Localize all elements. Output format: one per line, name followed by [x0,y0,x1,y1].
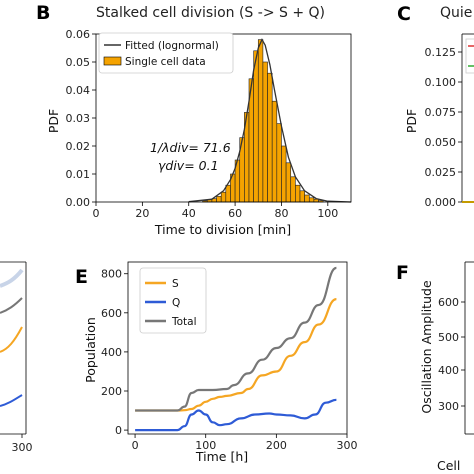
panel-letter-b: B [36,2,50,24]
panel-f-y-tick-label: 300 [438,400,459,413]
panel-e-y-ticks: 0 200 400 600 800 [101,268,128,437]
panel-e-lines [135,266,337,432]
panel-e: E 0 100 200 300 0 200 400 600 800 Time [h] Popu… [75,261,358,464]
panel-e-x-ticks: 0 100 200 300 [132,434,358,452]
panel-e-y-tick-label: 400 [101,346,122,359]
panel-c-y-tick-label: 0.100 [425,76,457,89]
panel-d-total-line [0,297,23,314]
panel-b-x-tick-label: 40 [182,207,196,220]
panel-b-legend-data-label: Single cell data [125,56,206,68]
panel-e-y-tick-label: 600 [101,307,122,320]
panel-e-series-s [135,298,337,412]
panel-b-bar-14 [267,72,273,203]
panel-b-bar-20 [295,184,301,203]
panel-e-legend-label-total: Total [171,316,197,328]
panel-b-bars [202,39,324,203]
panel-b-legend: Fitted (lognormal) Single cell data [98,32,234,74]
panel-d-q-line [0,394,23,407]
panel-c-y-tick-label: 0.050 [425,136,457,149]
panel-d-x-tick-label: 300 [12,441,33,454]
panel-c-y-axis-label: PDF [404,109,419,133]
panel-b-annotation-gamma: γdiv= 0.1 [158,158,219,173]
panel-b-bar-23 [308,197,315,203]
panel-e-y-axis-label: Population [83,317,98,383]
panel-b-bar-13 [262,61,268,203]
panel-b-fit-curve [188,38,352,203]
panel-d-band [0,268,24,288]
panel-b-bar-3 [216,196,222,203]
panel-d-s-line [0,326,23,353]
panel-e-series-total [135,266,337,412]
panel-e-x-tick-label: 0 [132,439,139,452]
panel-b-x-tick-label: 80 [274,207,288,220]
panel-c-y-tick-label: 0.125 [425,46,457,59]
panel-c-y-tick-label: 0.025 [425,166,457,179]
panel-e-x-tick-label: 100 [195,439,216,452]
panel-e-legend-label-s: S [172,278,179,290]
panel-letter-c: C [397,3,411,25]
panel-b-bar-19 [290,176,296,203]
panel-b-y-tick-label: 0.03 [66,112,91,125]
panel-b-bar-11 [253,50,259,203]
panel-c-y-tick-label: 0.075 [425,106,457,119]
panel-f-y-tick-label: 500 [438,331,459,344]
panel-f-y-tick-label: 400 [438,364,459,377]
panel-e-x-tick-label: 300 [337,439,358,452]
panel-e-x-axis-label: Time [h] [195,449,248,464]
panel-b-bar-18 [285,162,292,203]
panel-b-bar-5 [225,184,231,203]
panel-letter-f: F [396,262,409,284]
panel-f-y-tick-label: 600 [438,296,459,309]
panel-c-legend-box [465,38,474,74]
panel-e-x-tick-label: 200 [266,439,287,452]
panel-b-bar-22 [304,194,310,203]
panel-b-bar-16 [276,123,282,203]
panel-b-bar-17 [281,145,287,203]
panel-b-legend-fit-label: Fitted (lognormal) [125,40,219,52]
panel-b-legend-data-swatch [103,56,122,66]
panel-e-legend: SQ Total [139,267,207,334]
panel-b-y-tick-label: 0.02 [66,140,91,153]
panel-f-x-axis-label: Cell [437,458,460,473]
panel-b-legend-box [98,32,234,74]
panel-b-bar-12 [257,39,264,203]
panel-b-bar-15 [271,100,278,203]
panel-b-x-axis-label: Time to division [min] [154,222,291,237]
panel-f-y-ticks: 300 400 500 600 [438,296,465,413]
panel-e-legend-box [139,267,207,334]
panel-b-y-tick-label: 0.01 [66,168,91,181]
panel-b-y-tick-label: 0.06 [66,28,91,41]
panel-f: F 300 400 500 600 Oscillation Amplitude Cel… [396,261,474,473]
panel-letter-e: E [75,266,88,288]
panel-e-y-tick-label: 200 [101,385,122,398]
panel-e-y-tick-label: 0 [115,424,122,437]
panel-b-x-tick-label: 20 [135,207,149,220]
panel-b-annotation-rate: 1/λdiv= 71.6 [150,140,231,155]
panel-b-title: Stalked cell division (S -> S + Q) [96,5,325,21]
panel-e-series-q [135,398,337,432]
panel-b-x-ticks: 0 20 40 60 80 100 [93,202,338,220]
panel-e-legend-label-q: Q [172,297,180,309]
panel-b: B Stalked cell division (S -> S + Q) 0 20… [36,2,352,237]
panel-c-y-ticks: 0.000 0.025 0.050 0.075 0.100 0.125 [425,46,462,209]
panel-b-x-tick-label: 100 [317,207,338,220]
panel-b-x-tick-label: 60 [228,207,242,220]
panel-b-bar-21 [299,190,305,203]
panel-b-bar-4 [220,191,227,203]
panel-e-axes-frame [127,261,348,435]
panel-c-title: Quie [440,5,472,21]
panel-b-y-tick-label: 0.05 [66,56,91,69]
panel-e-y-tick-label: 800 [101,268,122,281]
panel-f-y-axis-label: Oscillation Amplitude [419,280,434,414]
panel-b-y-tick-label: 0.04 [66,84,91,97]
panel-b-y-tick-label: 0.00 [66,196,91,209]
panel-b-y-ticks: 0.00 0.01 0.02 0.03 0.04 0.05 0.06 [66,28,96,209]
panel-b-y-axis-label: PDF [46,109,61,133]
panel-b-x-tick-label: 0 [93,207,100,220]
panel-c: C Quie 0.000 0.025 0.050 0.075 0.100 0.125 PD… [397,3,474,209]
panel-d: 300 [0,261,33,454]
panel-c-y-tick-label: 0.000 [425,196,457,209]
